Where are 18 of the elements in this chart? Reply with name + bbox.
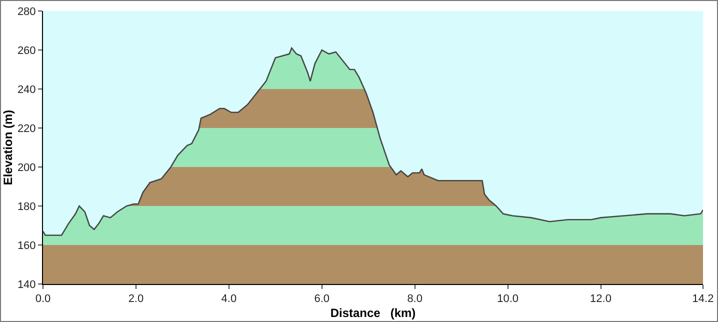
x-tick-label: 12.0 <box>590 293 612 306</box>
y-tick-label: 160 <box>17 240 36 252</box>
y-tick-label: 240 <box>17 84 36 96</box>
x-tick-label: 6.0 <box>314 293 330 306</box>
x-tick-label: 8.0 <box>407 293 422 306</box>
y-tick-label: 180 <box>17 200 36 213</box>
y-axis-title: Elevation (m) <box>1 110 15 186</box>
y-tick-label: 280 <box>17 6 36 18</box>
x-tick-label: 14.2 <box>692 293 714 306</box>
x-tick-label: 4.0 <box>221 293 237 306</box>
y-tick-label: 260 <box>17 44 36 57</box>
y-tick-label: 200 <box>17 162 36 174</box>
y-tick-label: 140 <box>17 278 36 291</box>
x-tick-label: 10.0 <box>497 293 518 306</box>
x-tick-label: 2.0 <box>128 293 144 306</box>
y-tick-label: 220 <box>17 122 36 135</box>
x-tick-label: 0.0 <box>35 293 51 306</box>
x-axis-title: Distance (km) <box>330 306 416 320</box>
